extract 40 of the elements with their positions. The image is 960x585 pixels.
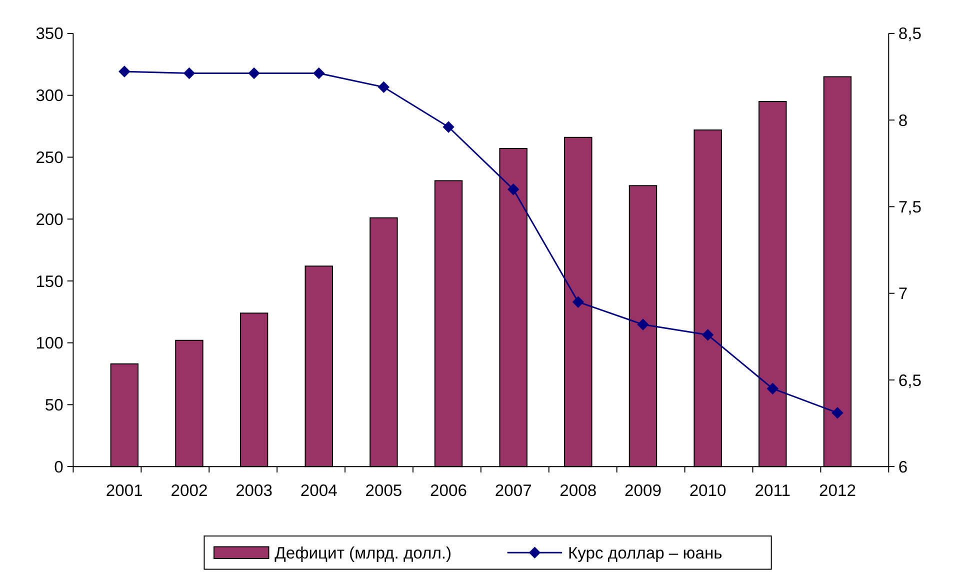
y-tick-label: 100 bbox=[36, 334, 64, 353]
x-tick-label: 2005 bbox=[365, 480, 402, 500]
point bbox=[832, 407, 844, 419]
point bbox=[702, 329, 714, 341]
point bbox=[118, 66, 130, 78]
x-tick-label: 2007 bbox=[494, 480, 532, 500]
x-tick-label: 2001 bbox=[106, 480, 143, 500]
point bbox=[442, 121, 454, 133]
point bbox=[572, 296, 584, 308]
x-tick-label: 2006 bbox=[430, 480, 467, 500]
x-tick-label: 2012 bbox=[818, 480, 856, 500]
point bbox=[313, 67, 325, 80]
x-tick-label: 2010 bbox=[689, 480, 726, 500]
point bbox=[183, 67, 196, 80]
point bbox=[507, 183, 520, 196]
x-tick-label: 2004 bbox=[300, 480, 338, 500]
y2-tick-label: 8,5 bbox=[898, 24, 922, 44]
y-tick-label: 300 bbox=[36, 86, 64, 106]
y-tick-label: 50 bbox=[44, 396, 64, 415]
y2-tick-label: 8 bbox=[898, 110, 908, 130]
y2-tick-label: 7 bbox=[898, 284, 908, 304]
y2-tick-label: 6,5 bbox=[898, 370, 922, 390]
x-tick-label: 2008 bbox=[560, 480, 597, 500]
x-tick-label: 2002 bbox=[170, 480, 208, 500]
y2-tick-label: 7,5 bbox=[898, 198, 922, 216]
point bbox=[378, 81, 390, 93]
y-tick-label: 150 bbox=[36, 272, 64, 291]
x-tick-label: 2003 bbox=[236, 480, 273, 500]
legend-label: Курс доллар – юань bbox=[568, 543, 722, 562]
legend-label: Дефицит (млрд. долл.) bbox=[274, 543, 452, 562]
y-tick-label: 250 bbox=[36, 148, 64, 167]
x-tick-label: 2009 bbox=[624, 480, 662, 500]
y2-tick-label: 6 bbox=[898, 457, 908, 476]
y-tick-label: 350 bbox=[36, 24, 64, 44]
x-tick-label: 2011 bbox=[754, 480, 790, 500]
y-tick-label: 0 bbox=[54, 457, 64, 476]
point bbox=[766, 382, 778, 394]
y-tick-label: 200 bbox=[36, 210, 64, 229]
point bbox=[637, 318, 649, 330]
point bbox=[248, 67, 260, 80]
